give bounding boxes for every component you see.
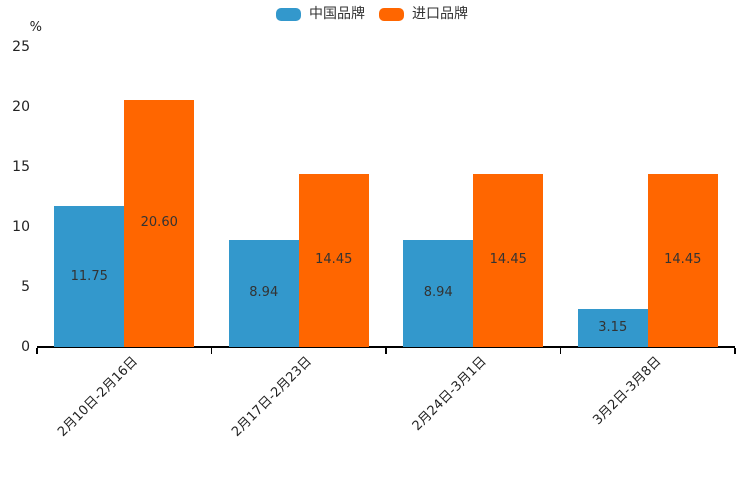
bar-中国品牌-1[interactable] — [228, 239, 299, 347]
legend-item-进口品牌[interactable]: 进口品牌 — [379, 7, 468, 21]
x-axis-tick — [36, 348, 38, 354]
bar-中国品牌-3[interactable] — [577, 309, 648, 347]
legend-swatch-icon — [276, 7, 301, 21]
y-axis-unit-label: % — [29, 20, 42, 35]
bar-value-label: 14.45 — [664, 252, 702, 268]
bar-进口品牌-0[interactable] — [124, 99, 195, 347]
bar-value-label: 8.94 — [423, 285, 453, 301]
bar-value-label: 20.60 — [140, 215, 178, 231]
bar-value-label: 3.15 — [598, 320, 628, 336]
legend-label: 进口品牌 — [412, 6, 468, 22]
x-axis-tick — [385, 348, 387, 354]
bar-中国品牌-0[interactable] — [54, 206, 125, 347]
bar-进口品牌-1[interactable] — [298, 173, 369, 347]
bar-进口品牌-2[interactable] — [473, 173, 544, 347]
x-axis-tick — [734, 348, 736, 354]
x-category-label: 2月17日-2月23日 — [229, 354, 316, 440]
legend-item-中国品牌[interactable]: 中国品牌 — [276, 7, 365, 21]
x-category-label: 3月2日-3月8日 — [590, 354, 665, 429]
bar-value-label: 8.94 — [249, 285, 279, 301]
x-axis-line — [37, 346, 735, 348]
y-tick-label: 20 — [12, 99, 30, 115]
y-tick-label: 15 — [12, 159, 30, 175]
bar-value-label: 14.45 — [315, 252, 353, 268]
bar-中国品牌-2[interactable] — [403, 239, 474, 347]
y-tick-label: 10 — [12, 219, 30, 235]
y-tick-label: 5 — [21, 279, 30, 295]
x-category-label: 2月24日-3月1日 — [409, 354, 490, 434]
x-category-label: 2月10日-2月16日 — [55, 354, 141, 440]
y-tick-label: 0 — [21, 339, 30, 355]
y-tick-label: 25 — [12, 39, 30, 55]
legend-swatch-icon — [379, 7, 404, 21]
legend-label: 中国品牌 — [309, 6, 365, 22]
bar-value-label: 11.75 — [70, 268, 108, 284]
x-axis-tick — [210, 348, 213, 354]
x-axis-tick — [559, 348, 562, 354]
legend: 中国品牌 进口品牌 — [0, 7, 744, 21]
bar-value-label: 14.45 — [489, 252, 527, 268]
bar-进口品牌-3[interactable] — [647, 173, 718, 347]
